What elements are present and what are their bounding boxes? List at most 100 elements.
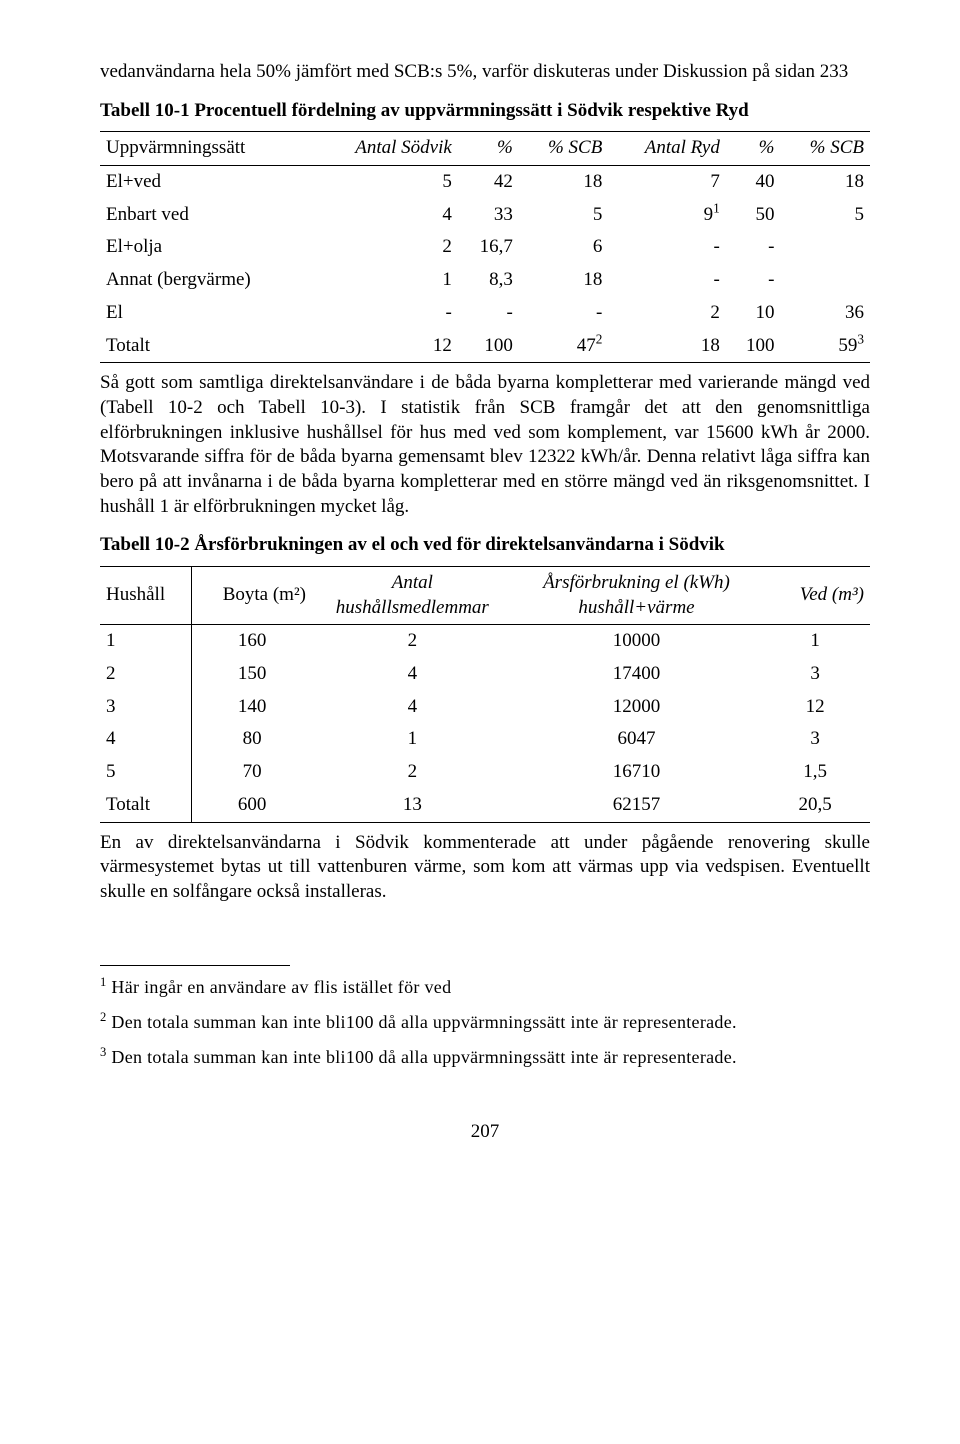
td: 18 [519, 166, 609, 199]
td: 1 [311, 264, 457, 297]
table-row: 5 70 2 16710 1,5 [100, 756, 870, 789]
td: - [726, 231, 781, 264]
td: 20,5 [760, 789, 870, 822]
td: 4 [311, 199, 457, 232]
td: 472 [519, 330, 609, 363]
td: 2 [608, 297, 725, 330]
th: % [458, 132, 519, 166]
td: 4 [312, 658, 513, 691]
intro-paragraph: vedanvändarna hela 50% jämfört med SCB:s… [100, 60, 870, 85]
th: Uppvärmningssätt [100, 132, 311, 166]
paragraph-1: Så gott som samtliga direktelsanvändare … [100, 371, 870, 519]
td: 12 [760, 691, 870, 724]
table-row: 1 160 2 10000 1 [100, 625, 870, 658]
td: 7 [608, 166, 725, 199]
td: - [519, 297, 609, 330]
td: 6047 [513, 723, 761, 756]
td: 6 [519, 231, 609, 264]
td: 2 [100, 658, 192, 691]
th: Antal Ryd [608, 132, 725, 166]
td: 12000 [513, 691, 761, 724]
td: El+ved [100, 166, 311, 199]
th: Antal Södvik [311, 132, 457, 166]
footnotes: 1 Här ingår en användare av flis iställe… [100, 965, 870, 1070]
td: 10000 [513, 625, 761, 658]
td: 1 [312, 723, 513, 756]
footnote-1: 1 Här ingår en användare av flis iställe… [100, 976, 870, 999]
td: 3 [100, 691, 192, 724]
td: 62157 [513, 789, 761, 822]
table2: Hushåll Boyta (m²) Antalhushållsmedlemma… [100, 566, 870, 823]
td: 16,7 [458, 231, 519, 264]
td: 100 [458, 330, 519, 363]
td: 5 [311, 166, 457, 199]
td: 5 [519, 199, 609, 232]
td: 18 [608, 330, 725, 363]
page-number: 207 [100, 1120, 870, 1145]
td: 42 [458, 166, 519, 199]
td: 2 [312, 756, 513, 789]
th: Årsförbrukning el (kWh)hushåll+värme [513, 567, 761, 625]
td: - [311, 297, 457, 330]
table-row: El - - - 2 10 36 [100, 297, 870, 330]
td: - [726, 264, 781, 297]
td: - [608, 264, 725, 297]
td [780, 231, 870, 264]
footnote-separator [100, 965, 290, 966]
td: Enbart ved [100, 199, 311, 232]
table1-title: Tabell 10-1 Procentuell fördelning av up… [100, 99, 870, 124]
table-row: 2 150 4 17400 3 [100, 658, 870, 691]
td: 100 [726, 330, 781, 363]
td: - [608, 231, 725, 264]
td: 600 [192, 789, 312, 822]
footnote-2: 2 Den totala summan kan inte bli100 då a… [100, 1011, 870, 1034]
th: % SCB [519, 132, 609, 166]
table-row: Totalt 600 13 62157 20,5 [100, 789, 870, 822]
th: Ved (m³) [760, 567, 870, 625]
table-row: Annat (bergvärme) 1 8,3 18 - - [100, 264, 870, 297]
table-row: El+ved 5 42 18 7 40 18 [100, 166, 870, 199]
td: 40 [726, 166, 781, 199]
td: 150 [192, 658, 312, 691]
td: El+olja [100, 231, 311, 264]
td: 80 [192, 723, 312, 756]
td: 5 [780, 199, 870, 232]
td: - [458, 297, 519, 330]
td: Totalt [100, 330, 311, 363]
footnote-3: 3 Den totala summan kan inte bli100 då a… [100, 1046, 870, 1069]
table-row: 4 80 1 6047 3 [100, 723, 870, 756]
th: % [726, 132, 781, 166]
td: 12 [311, 330, 457, 363]
td: 160 [192, 625, 312, 658]
td: 18 [519, 264, 609, 297]
th: Boyta (m²) [192, 567, 312, 625]
td: 16710 [513, 756, 761, 789]
td [780, 264, 870, 297]
td: 18 [780, 166, 870, 199]
td: 5 [100, 756, 192, 789]
td: 70 [192, 756, 312, 789]
table1-header-row: Uppvärmningssätt Antal Södvik % % SCB An… [100, 132, 870, 166]
td: 91 [608, 199, 725, 232]
td: 17400 [513, 658, 761, 691]
td: 2 [312, 625, 513, 658]
td: 13 [312, 789, 513, 822]
td: 4 [312, 691, 513, 724]
th: Hushåll [100, 567, 192, 625]
td: 593 [780, 330, 870, 363]
table-row: Enbart ved 4 33 5 91 50 5 [100, 199, 870, 232]
table-row: El+olja 2 16,7 6 - - [100, 231, 870, 264]
td: 36 [780, 297, 870, 330]
td: 140 [192, 691, 312, 724]
td: 3 [760, 723, 870, 756]
td: 1 [760, 625, 870, 658]
td: El [100, 297, 311, 330]
td: 4 [100, 723, 192, 756]
table2-header-row: Hushåll Boyta (m²) Antalhushållsmedlemma… [100, 567, 870, 625]
td: 3 [760, 658, 870, 691]
th: % SCB [780, 132, 870, 166]
td: 33 [458, 199, 519, 232]
td: 2 [311, 231, 457, 264]
th: Antalhushållsmedlemmar [312, 567, 513, 625]
td: 8,3 [458, 264, 519, 297]
